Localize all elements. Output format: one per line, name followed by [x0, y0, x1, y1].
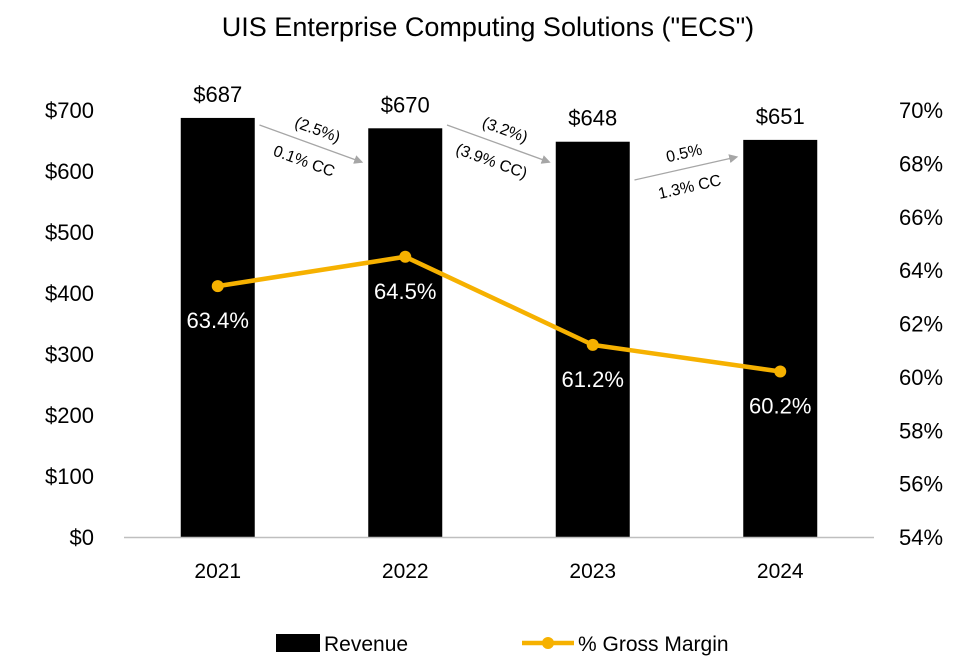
- change-arrow: [259, 124, 364, 164]
- change-annotation-2021-2022: (2.5%)0.1% CC: [259, 115, 364, 181]
- left-axis-tick: $200: [45, 403, 94, 428]
- right-axis-tick: 64%: [899, 258, 943, 283]
- right-axis-tick: 56%: [899, 472, 943, 497]
- gross-margin-label-2023: 61.2%: [562, 367, 624, 392]
- change-annotations: (2.5%)0.1% CC (3.2%)(3.9% CC) 0.5% 1.3% CC: [259, 115, 739, 203]
- gross-margin-label-2022: 64.5%: [374, 279, 436, 304]
- right-axis-tick: 62%: [899, 312, 943, 337]
- change-annotation-2022-2023: (3.2%)(3.9% CC): [446, 115, 551, 183]
- change-arrow: [634, 154, 739, 181]
- revenue-label-2021: $687: [193, 82, 242, 107]
- left-axis-tick: $400: [45, 281, 94, 306]
- chart-title: UIS Enterprise Computing Solutions ("ECS…: [221, 12, 755, 42]
- legend: Revenue % Gross Margin: [276, 633, 729, 656]
- right-axis-tick: 54%: [899, 525, 943, 550]
- gross-margin-polyline: [217, 254, 781, 374]
- legend-revenue-swatch: [276, 634, 320, 652]
- gross-margin-point-2024: [774, 365, 787, 378]
- left-axis-tick: $600: [45, 159, 94, 184]
- right-axis-tick: 68%: [899, 151, 943, 176]
- legend-revenue-label: Revenue: [324, 633, 408, 656]
- revenue-label-2023: $648: [568, 106, 617, 131]
- gross-margin-label-2021: 63.4%: [187, 308, 249, 333]
- revenue-bars: [180, 117, 818, 538]
- left-axis-tick: $100: [45, 464, 94, 489]
- revenue-bar-2024: [743, 139, 818, 537]
- right-axis: 54% 56% 58% 60% 62% 64% 66% 68% 70%: [899, 98, 943, 550]
- left-axis-tick: $700: [45, 98, 94, 123]
- gross-margin-line: 63.4% 64.5% 61.2% 60.2%: [187, 250, 811, 419]
- right-axis-tick: 70%: [899, 98, 943, 123]
- gross-margin-point-2021: [211, 280, 224, 293]
- legend-gross-margin-label: % Gross Margin: [578, 633, 729, 656]
- x-axis-tick: 2022: [382, 560, 429, 583]
- gross-margin-point-2023: [586, 338, 599, 351]
- revenue-label-2022: $670: [381, 92, 430, 117]
- right-axis-tick: 58%: [899, 418, 943, 443]
- change-annotation-top: 0.5%: [665, 142, 704, 167]
- change-annotation-top: (3.2%): [480, 115, 530, 147]
- left-axis: $0 $100 $200 $300 $400 $500 $600 $700: [45, 98, 94, 550]
- change-arrow: [446, 124, 551, 164]
- x-axis: 2021 2022 2023 2024: [124, 536, 874, 583]
- right-axis-tick: 60%: [899, 365, 943, 390]
- x-axis-tick: 2023: [569, 560, 616, 583]
- change-annotation-bottom: 1.3% CC: [657, 172, 723, 203]
- revenue-bar-labels: $687 $670 $648 $651: [193, 82, 804, 131]
- gross-margin-point-2022: [399, 250, 412, 263]
- legend-gross-margin-marker: [542, 637, 554, 649]
- change-annotation-top: (2.5%): [292, 115, 342, 147]
- change-annotation-bottom: 0.1% CC: [271, 143, 337, 181]
- change-annotation-2023-2024: 0.5% 1.3% CC: [634, 142, 739, 203]
- left-axis-tick: $500: [45, 220, 94, 245]
- x-axis-tick: 2024: [757, 560, 804, 583]
- revenue-bar-2021: [180, 117, 255, 538]
- right-axis-tick: 66%: [899, 205, 943, 230]
- change-annotation-bottom: (3.9% CC): [453, 141, 529, 182]
- x-axis-tick: 2021: [194, 560, 241, 583]
- left-axis-tick: $300: [45, 342, 94, 367]
- gross-margin-label-2024: 60.2%: [749, 394, 811, 419]
- left-axis-tick: $0: [70, 525, 94, 550]
- revenue-label-2024: $651: [756, 104, 805, 129]
- revenue-bar-2022: [368, 128, 443, 538]
